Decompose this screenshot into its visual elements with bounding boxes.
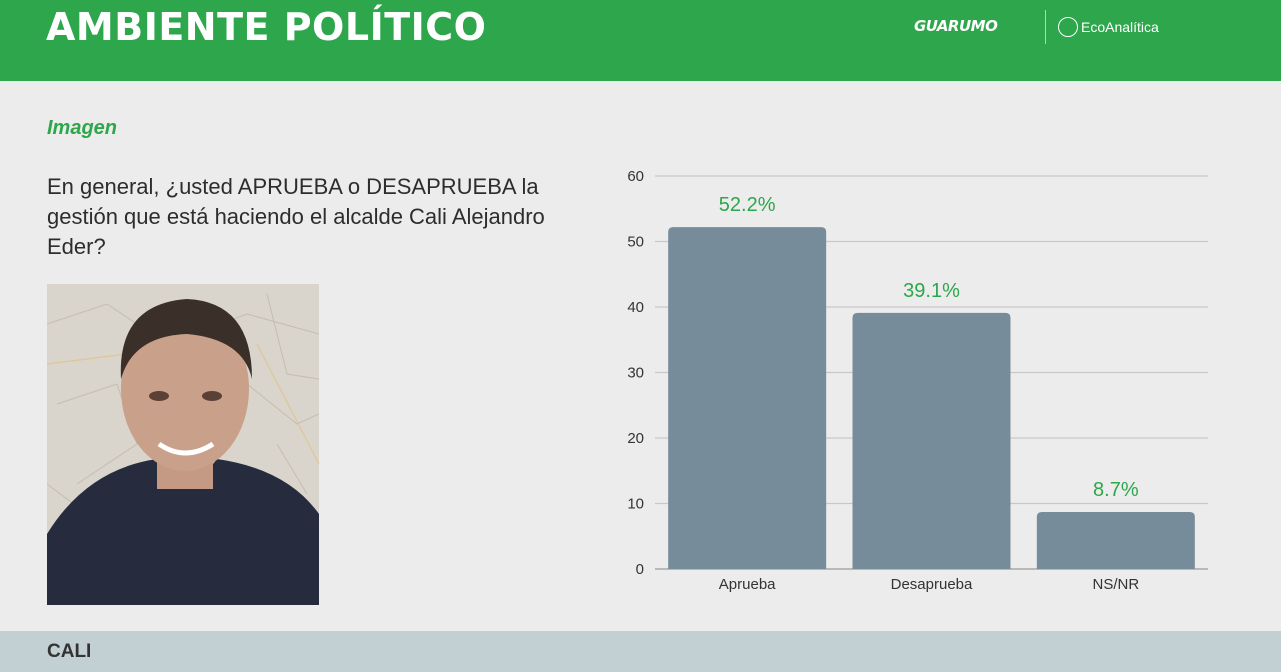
city-label: CALI	[47, 641, 92, 662]
y-tick-label: 20	[627, 430, 644, 447]
guarumo-logo: GUARUMO	[914, 17, 998, 35]
data-label: 39.1%	[903, 280, 960, 302]
ecoanalitica-icon	[1058, 17, 1078, 37]
mayor-photo	[47, 284, 319, 605]
data-label: 52.2%	[719, 194, 776, 216]
y-tick-label: 50	[627, 234, 644, 251]
x-tick-label: Desaprueba	[891, 576, 973, 593]
y-tick-label: 40	[627, 299, 644, 316]
y-tick-label: 0	[636, 561, 644, 578]
survey-question: En general, ¿usted APRUEBA o DESAPRUEBA …	[47, 174, 545, 259]
footer-bar: CALI	[0, 631, 1281, 672]
header-bar: AMBIENTE POLÍTICO GUARUMO EcoAnalítica	[0, 0, 1281, 81]
page-title: AMBIENTE POLÍTICO	[46, 5, 487, 49]
section-label: Imagen	[47, 117, 118, 139]
y-tick-label: 30	[627, 365, 644, 382]
approval-bar-chart: 0 10 20 30 40 50 60 52.2% Aprueba 39.1% Desaprueba…	[627, 168, 1208, 593]
bar	[668, 227, 827, 569]
x-tick-label: Aprueba	[719, 576, 776, 593]
bar	[852, 312, 1011, 569]
y-tick-label: 10	[627, 496, 644, 513]
data-label: 8.7%	[1093, 479, 1139, 501]
ecoanalitica-logo-text: EcoAnalítica	[1081, 19, 1159, 35]
ecoanalitica-logo: EcoAnalítica	[1058, 16, 1159, 38]
y-tick-label: 60	[627, 168, 644, 185]
x-tick-label: NS/NR	[1092, 576, 1139, 593]
bar	[1036, 512, 1195, 569]
logo-divider	[1045, 10, 1046, 44]
mayor-photo-illustration	[47, 284, 319, 605]
